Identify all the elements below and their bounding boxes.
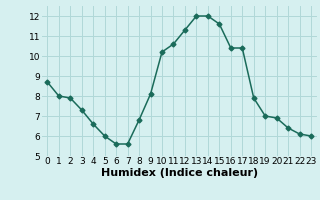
X-axis label: Humidex (Indice chaleur): Humidex (Indice chaleur) (100, 168, 258, 178)
